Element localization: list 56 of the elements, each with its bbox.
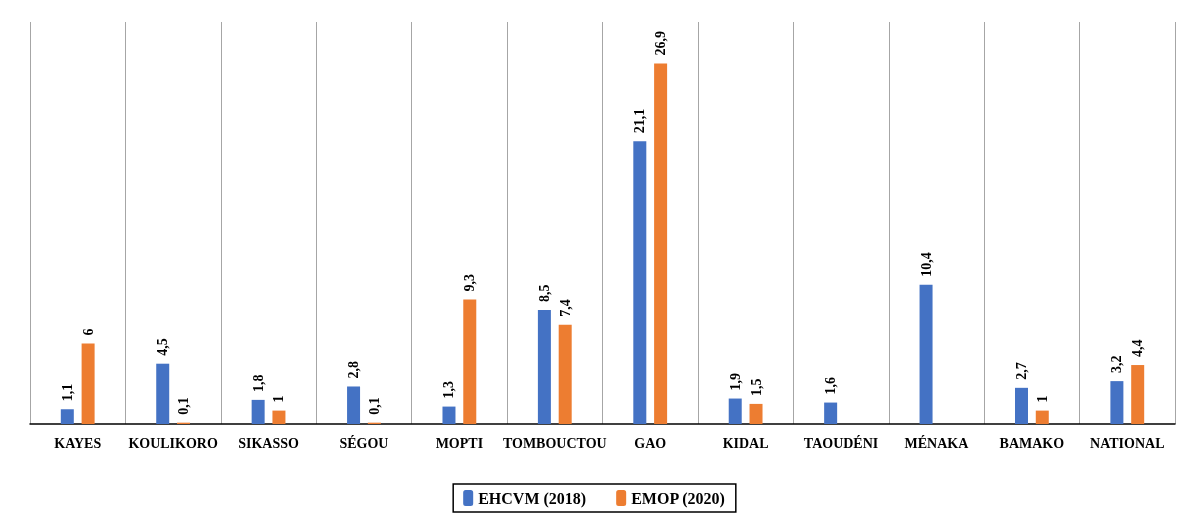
bar [919, 284, 933, 424]
data-label: 0,1 [366, 397, 382, 415]
x-tick-label: MOPTI [435, 435, 484, 451]
data-label: 9,3 [462, 273, 478, 292]
data-label: 4,5 [155, 338, 171, 356]
bar [824, 402, 838, 424]
data-label: 1,3 [441, 381, 457, 399]
bar [1131, 365, 1145, 424]
data-label: 1 [271, 395, 287, 403]
data-label: 3,2 [1109, 355, 1125, 374]
x-tick-label: NATIONAL [1090, 435, 1165, 451]
bar [1014, 387, 1028, 424]
data-label: 7,4 [557, 299, 573, 317]
x-tick-label: KIDAL [722, 435, 769, 451]
data-label: 10,4 [918, 252, 934, 277]
data-label: 8,5 [536, 284, 552, 303]
x-tick-label: KOULIKORO [128, 435, 218, 451]
bar [558, 324, 572, 424]
bar [272, 410, 286, 424]
bar [60, 409, 74, 424]
x-tick-label: BAMAKO [999, 435, 1065, 451]
bar [156, 363, 170, 424]
bar [1035, 410, 1049, 424]
data-label: 2,7 [1013, 362, 1029, 380]
data-label: 0,1 [176, 397, 192, 415]
x-tick-label: MÉNAKA [904, 434, 970, 451]
bar [728, 398, 742, 424]
bar [442, 406, 456, 424]
legend-label: EHCVM (2018) [478, 489, 587, 508]
bar [749, 403, 763, 424]
data-label: 26,9 [653, 31, 669, 56]
data-label: 1 [1034, 395, 1050, 403]
bar [251, 399, 265, 424]
x-tick-label: GAO [634, 435, 667, 451]
x-tick-label: SIKASSO [238, 435, 299, 451]
bar [81, 343, 95, 424]
data-label: 1,9 [727, 373, 743, 391]
x-tick-label: TAOUDÉNI [803, 434, 879, 451]
x-tick-label: KAYES [54, 435, 102, 451]
data-label: 6 [80, 328, 96, 336]
data-label: 1,5 [748, 378, 764, 396]
data-label: 21,1 [632, 108, 648, 134]
data-label: 4,4 [1130, 339, 1146, 358]
x-tick-label: TOMBOUCTOU [502, 435, 607, 451]
bar [347, 386, 361, 424]
data-label: 1,8 [250, 374, 266, 392]
bar [633, 141, 647, 424]
bar [654, 63, 668, 424]
data-label: 1,6 [823, 377, 839, 395]
bar [537, 310, 551, 424]
data-label: 2,8 [346, 360, 362, 379]
data-label: 1,1 [59, 383, 75, 402]
x-tick-label: SÉGOU [339, 434, 389, 451]
bar [1110, 381, 1124, 424]
bar [463, 299, 477, 424]
legend-label: EMOP (2020) [631, 489, 725, 508]
